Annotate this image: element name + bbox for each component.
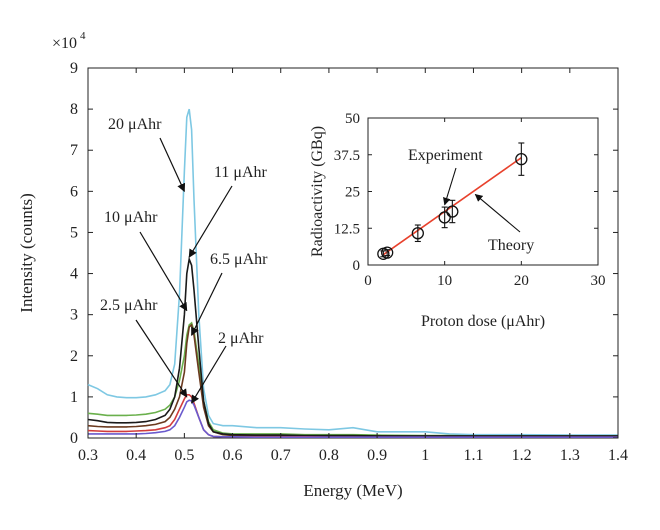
series-line-5 bbox=[88, 399, 618, 438]
x-axis-label: Energy (MeV) bbox=[303, 481, 402, 500]
annotation-arrow-4 bbox=[135, 319, 188, 398]
x-tick-label: 0.8 bbox=[319, 447, 339, 464]
annotation-label-0: 20 μAhr bbox=[108, 116, 162, 133]
main-plot: 0.3 0.4 0.5 0.6 0.7 0.8 0.9 1 1.1 1.2 1.3 1.4 0 1 2 3 4 5… bbox=[17, 30, 628, 500]
inset-annotation-arrow-1 bbox=[474, 193, 521, 233]
experiment-point bbox=[381, 246, 394, 259]
x-tick-label: 1.2 bbox=[512, 447, 532, 464]
inset-x-axis-label: Proton dose (μAhr) bbox=[421, 313, 545, 330]
inset-x-tick-label: 0 bbox=[364, 273, 372, 289]
inset-annotation-label-1: Theory bbox=[488, 237, 534, 254]
y-tick-label: 9 bbox=[70, 60, 78, 77]
inset-y-tick-label: 37.5 bbox=[334, 148, 360, 164]
series-line-3 bbox=[87, 256, 618, 437]
annotation-arrow-3 bbox=[191, 272, 223, 336]
inset-y-tick-label: 0 bbox=[353, 258, 361, 274]
annotation-label-2: 10 μAhr bbox=[104, 209, 158, 226]
y-tick-label: 2 bbox=[70, 348, 78, 365]
x-tick-label: 1.3 bbox=[560, 447, 580, 464]
experiment-point bbox=[438, 211, 451, 224]
inset-y-tick-label: 50 bbox=[345, 111, 360, 127]
annotation-label-4: 2.5 μAhr bbox=[100, 297, 158, 314]
series-line-0 bbox=[87, 108, 618, 436]
y-tick-label: 6 bbox=[70, 183, 78, 200]
inset-x-tick-label: 30 bbox=[591, 273, 606, 289]
x-tick-label: 0.4 bbox=[126, 447, 146, 464]
inset-y-tick-label: 25 bbox=[345, 185, 360, 201]
x-tick-label: 0.7 bbox=[271, 447, 291, 464]
x-tick-label: 1 bbox=[421, 447, 429, 464]
inset-x-tick-label: 10 bbox=[437, 273, 452, 289]
experiment-point bbox=[411, 227, 424, 240]
y-axis-label: Intensity (counts) bbox=[17, 193, 36, 312]
experiment-point bbox=[515, 153, 528, 166]
x-tick-label: 0.6 bbox=[223, 447, 243, 464]
y-multiplier-exponent: 4 bbox=[80, 30, 86, 42]
inset-annotation-arrow-0 bbox=[443, 167, 457, 206]
annotation-label-5: 2 μAhr bbox=[218, 330, 264, 347]
series-line-2 bbox=[87, 323, 618, 438]
x-tick-label: 0.9 bbox=[367, 447, 387, 464]
y-tick-label: 0 bbox=[70, 430, 78, 447]
inset-y-tick-label: 12.5 bbox=[334, 221, 360, 237]
inset-y-axis-label: Radioactivity (GBq) bbox=[309, 126, 326, 257]
x-tick-label: 0.5 bbox=[174, 447, 194, 464]
inset-annotation-label-0: Experiment bbox=[408, 147, 483, 164]
annotation-arrow-1 bbox=[188, 185, 233, 258]
annotation-arrow-2 bbox=[139, 231, 188, 312]
annotation-arrow-0 bbox=[159, 137, 186, 193]
y-tick-label: 8 bbox=[70, 101, 78, 118]
y-tick-label: 1 bbox=[70, 389, 78, 406]
x-tick-label: 1.1 bbox=[463, 447, 483, 464]
x-tick-label: 1.4 bbox=[608, 447, 628, 464]
y-tick-label: 7 bbox=[70, 142, 78, 159]
annotation-arrow-5 bbox=[191, 345, 227, 404]
experiment-point bbox=[446, 205, 459, 218]
y-multiplier: ×10 bbox=[52, 35, 77, 52]
annotation-label-1: 11 μAhr bbox=[214, 164, 268, 181]
y-tick-label: 3 bbox=[70, 307, 78, 324]
inset-frame bbox=[367, 117, 599, 266]
inset-x-tick-label: 20 bbox=[514, 273, 529, 289]
y-tick-label: 4 bbox=[70, 266, 78, 283]
y-tick-label: 5 bbox=[70, 224, 78, 241]
annotation-label-3: 6.5 μAhr bbox=[210, 251, 268, 268]
inset-plot: 0 10 20 30 0 12.5 25 37.5 50 Proton dose (μAhr) Ra… bbox=[309, 111, 606, 330]
x-tick-label: 0.3 bbox=[78, 447, 98, 464]
